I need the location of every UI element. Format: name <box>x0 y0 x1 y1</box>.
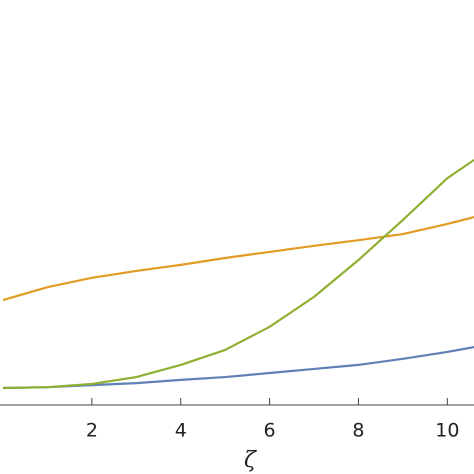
x-tick-label: 6 <box>264 420 276 442</box>
x-tick-label: 8 <box>352 420 364 442</box>
x-tick-label: 10 <box>435 420 459 442</box>
x-axis-label: ζ <box>244 448 258 473</box>
line-series <box>2 159 474 390</box>
line-series <box>2 216 474 302</box>
x-tick-label: 4 <box>175 420 187 442</box>
line-series <box>2 346 474 390</box>
x-tick-label: 2 <box>86 420 98 442</box>
